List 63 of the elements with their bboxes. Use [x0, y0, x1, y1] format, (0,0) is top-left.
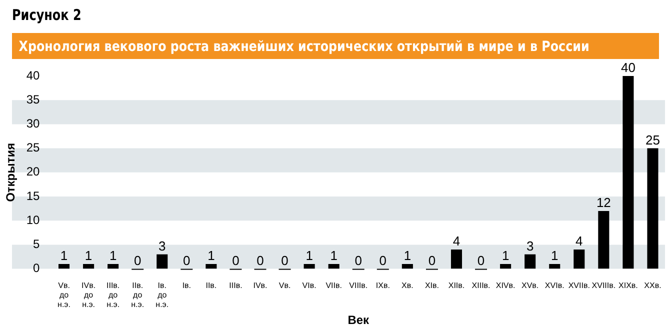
y-tick-label: 20 [26, 164, 40, 179]
data-label: 25 [646, 132, 660, 148]
x-tick-label: VIв. [302, 280, 316, 290]
x-tick-label: IVв. [253, 280, 268, 290]
data-label: 0 [256, 252, 264, 268]
data-label: 1 [208, 248, 215, 264]
data-label: 1 [84, 248, 92, 264]
x-tick-label: XVв. [522, 280, 539, 290]
y-axis-title: Открытия [4, 142, 18, 202]
data-label: 4 [576, 234, 583, 249]
x-tick-label: XIIв. [448, 280, 465, 290]
y-tick-label: 25 [26, 140, 40, 155]
data-label: 3 [526, 238, 534, 254]
x-tick-label: IIв. [206, 280, 217, 290]
x-tick-label: IIв. до н.э. [131, 280, 144, 310]
y-tick-label: 15 [26, 188, 40, 203]
x-tick-label: XVIIв. [568, 280, 590, 290]
x-tick-label: IVв. до н.э. [82, 280, 96, 310]
x-tick-label: XVIIIв. [592, 280, 616, 290]
data-label: 1 [550, 248, 558, 264]
x-tick-label: XIIIв. [472, 280, 490, 290]
data-label: 0 [232, 252, 240, 268]
x-tick-label: XIVв. [496, 280, 516, 290]
x-tick-label: IIIв. до н.э. [106, 280, 120, 310]
x-tick-label: XVIв. [544, 280, 564, 290]
x-tick-label: Xв. [402, 280, 414, 290]
x-tick-label: XXв. [644, 280, 662, 290]
x-axis-title: Век [348, 313, 370, 328]
x-tick-label: XIXв. [618, 280, 638, 290]
data-label: 12 [596, 195, 611, 210]
data-label: 0 [281, 252, 288, 268]
x-tick-label: VIIв. [326, 280, 342, 290]
x-tick-label: Iв. до н.э. [156, 280, 169, 310]
data-label: 1 [109, 248, 117, 264]
data-label: 0 [477, 252, 485, 268]
data-label: 1 [306, 248, 313, 264]
y-tick-label: 5 [33, 237, 40, 252]
data-label: 1 [502, 248, 510, 264]
data-label: 0 [134, 252, 142, 268]
data-label: 1 [60, 248, 68, 264]
x-tick-label: Vв. до н.э. [58, 280, 70, 310]
data-label: 4 [452, 234, 460, 249]
chart-title: Рисунок 2 [12, 6, 82, 24]
y-tick-label: 40 [26, 68, 40, 82]
data-label: 0 [183, 252, 190, 268]
chart-subtitle: Хронология векового роста важнейших исторических открытий в мире и в России [18, 38, 590, 57]
data-label: 0 [379, 252, 387, 268]
x-tick-label: Vв. [278, 280, 291, 290]
x-tick-label: XIв. [424, 280, 439, 290]
x-tick-label: Iв. [182, 280, 192, 290]
y-tick-label: 0 [33, 261, 40, 276]
x-tick-label: VIIIв. [349, 280, 368, 290]
data-label: 0 [354, 252, 362, 268]
x-tick-label: IXв. [376, 280, 390, 290]
data-label: 1 [330, 248, 338, 264]
data-label: 3 [158, 238, 166, 254]
y-tick-label: 10 [26, 212, 40, 227]
y-tick-label: 35 [26, 92, 40, 106]
data-label: 1 [404, 248, 412, 264]
x-tick-label: IIIв. [229, 280, 242, 290]
data-label: 0 [428, 252, 436, 268]
y-tick-label: 30 [26, 116, 40, 131]
data-label: 40 [620, 60, 636, 76]
